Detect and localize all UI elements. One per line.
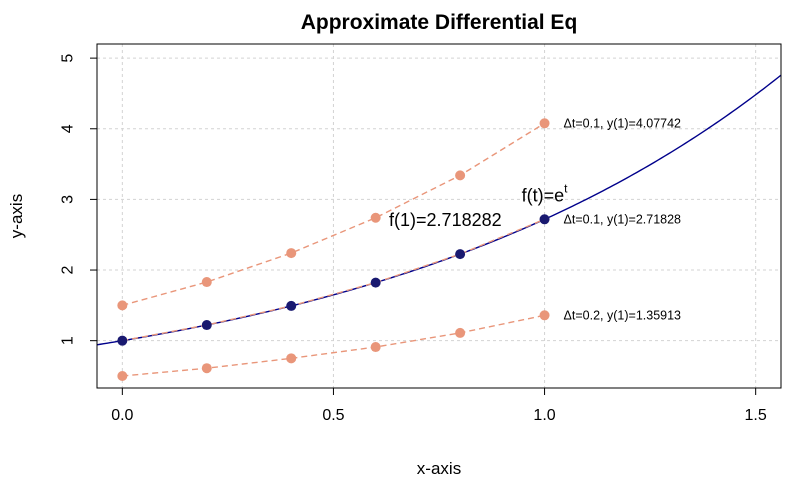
series-point xyxy=(201,363,212,374)
y-tick-label: 3 xyxy=(60,195,77,204)
y-axis: 1 2 3 4 5 xyxy=(60,54,97,345)
y-tick-label: 1 xyxy=(60,336,77,345)
series-point xyxy=(455,327,466,338)
series-point xyxy=(370,342,381,353)
y-tick-label: 4 xyxy=(60,124,77,133)
x-tick-label: 1.0 xyxy=(533,407,555,424)
series-point xyxy=(539,214,550,225)
series-label-1: Δt=0.1, y(1)=4.07742 xyxy=(564,117,682,131)
series-point xyxy=(539,310,550,321)
series-line-2 xyxy=(122,218,545,342)
x-axis-title: x-axis xyxy=(417,459,461,478)
series-point xyxy=(117,370,128,381)
chart-title: Approximate Differential Eq xyxy=(301,11,578,34)
series-point xyxy=(455,249,466,260)
series-point xyxy=(370,212,381,223)
y-axis-title: y-axis xyxy=(7,194,26,238)
curve-label: f(t)=et xyxy=(522,181,569,205)
series-label-2: Δt=0.1, y(1)=2.71828 xyxy=(564,213,682,227)
series-point xyxy=(455,170,466,181)
x-tick-label: 0.5 xyxy=(322,407,344,424)
series-line-1 xyxy=(122,122,545,307)
series-point xyxy=(117,335,128,346)
curve-label-superscript: t xyxy=(564,181,568,195)
series-point xyxy=(201,277,212,288)
series-point xyxy=(286,248,297,259)
x-tick-label: 1.5 xyxy=(745,407,767,424)
series-point xyxy=(201,320,212,331)
series-group xyxy=(117,118,550,381)
x-axis: 0.0 0.5 1.0 1.5 xyxy=(111,388,767,424)
series-point xyxy=(117,300,128,311)
plot-frame xyxy=(96,43,782,389)
y-tick-label: 2 xyxy=(60,265,77,274)
series-label-3: Δt=0.2, y(1)=1.35913 xyxy=(564,309,682,323)
series-line-3 xyxy=(122,314,545,377)
series-point xyxy=(539,118,550,129)
annotation-label: f(1)=2.718282 xyxy=(389,210,502,230)
series-labels: Δt=0.1, y(1)=4.07742 Δt=0.1, y(1)=2.71828… xyxy=(389,117,681,323)
curve-label-base: f(t)=e xyxy=(522,185,565,205)
y-tick-label: 5 xyxy=(60,54,77,63)
x-tick-label: 0.0 xyxy=(111,407,133,424)
series-point xyxy=(370,277,381,288)
grid xyxy=(97,44,781,388)
series-point xyxy=(286,353,297,364)
series-point xyxy=(286,300,297,311)
